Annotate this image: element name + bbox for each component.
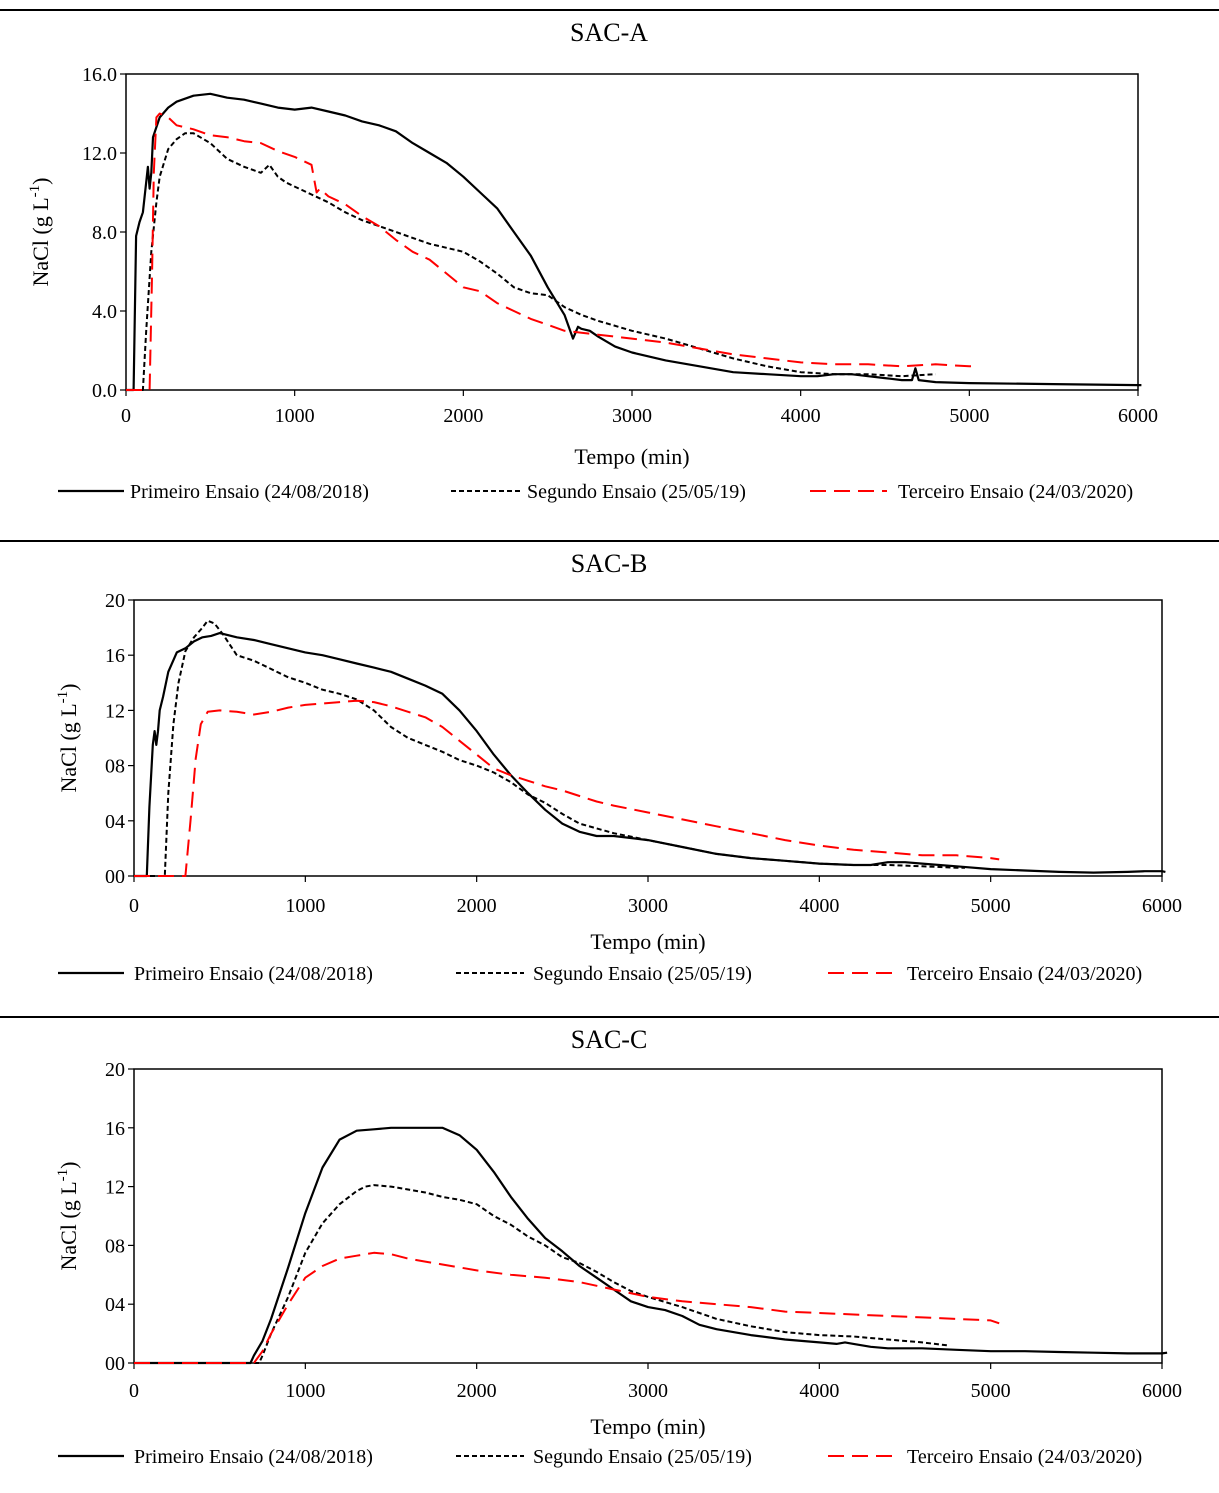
x-tick-label: 1000	[285, 895, 325, 917]
y-tick-label: 16.0	[82, 64, 117, 86]
plot-frame	[133, 1068, 1163, 1364]
y-axis-label: NaCl (g L-1)	[55, 683, 81, 792]
series-line-1	[126, 92, 1142, 392]
chart-svg: SAC-C 00 04 08 12 16 20 0 1000 2000 3000 4000 5000 60…	[55, 1025, 1182, 1468]
y-tick-label: 12	[105, 700, 125, 722]
x-tick-label: 4000	[781, 405, 821, 427]
chart-title: SAC-C	[571, 1025, 648, 1054]
y-tick-label: 04	[105, 1294, 125, 1316]
chart-title: SAC-B	[571, 549, 648, 578]
x-axis-label: Tempo (min)	[590, 1414, 705, 1439]
y-axis-label-main: NaCl (g L	[28, 197, 53, 286]
x-tick-label: 5000	[949, 405, 989, 427]
x-tick-label: 5000	[971, 895, 1011, 917]
y-axis-label: NaCl (g L-1)	[27, 177, 53, 286]
x-tick-label: 6000	[1142, 1380, 1182, 1402]
series-line-3	[126, 112, 978, 391]
middle-rule-1	[0, 540, 1219, 542]
middle-rule-2	[0, 1016, 1219, 1018]
legend-label-2: Segundo Ensaio (25/05/19)	[533, 963, 752, 985]
legend-label-2: Segundo Ensaio (25/05/19)	[533, 1446, 752, 1468]
y-tick-label: 08	[105, 756, 125, 778]
top-rule	[0, 9, 1219, 11]
x-tick-label: 2000	[457, 895, 497, 917]
legend-label-3: Terceiro Ensaio (24/03/2020)	[907, 963, 1142, 985]
y-tick-label: 00	[105, 866, 125, 888]
chart-panel-sac-b: SAC-B 00 04 08 12 16 20 0 1000 2000 3000 4000 5000 60…	[0, 542, 1219, 1015]
y-tick-label: 00	[105, 1353, 125, 1375]
plot-frame	[133, 599, 1163, 877]
y-axis-label-superscript: -1	[55, 691, 71, 704]
y-tick-label: 08	[105, 1235, 125, 1257]
legend-label-3: Terceiro Ensaio (24/03/2020)	[898, 481, 1133, 503]
legend-label-1: Primeiro Ensaio (24/08/2018)	[130, 481, 369, 503]
x-tick-label: 2000	[443, 405, 483, 427]
series-line-2	[134, 619, 965, 877]
x-tick-label: 1000	[275, 405, 315, 427]
y-tick-label: 8.0	[92, 222, 117, 244]
series-line-2	[134, 1184, 948, 1364]
y-tick-label: 12	[105, 1177, 125, 1199]
x-tick-label: 4000	[799, 1380, 839, 1402]
x-tick-label: 5000	[971, 1380, 1011, 1402]
y-axis-label: NaCl (g L-1)	[55, 1161, 81, 1270]
y-axis-label-main: NaCl (g L	[56, 703, 81, 792]
y-axis-label-superscript: -1	[27, 185, 43, 198]
x-tick-label: 3000	[612, 405, 652, 427]
chart-panel-sac-c: SAC-C 00 04 08 12 16 20 0 1000 2000 3000 4000 5000 60…	[0, 1018, 1219, 1488]
x-tick-label: 3000	[628, 895, 668, 917]
plot-frame	[125, 73, 1139, 391]
y-axis-label-superscript: -1	[55, 1169, 71, 1182]
chart-panel-sac-a: SAC-A 0.0 4.0 8.0 12.0 16.0 0 1000 2000 3000 4000 5…	[0, 11, 1219, 539]
series-line-3	[134, 1251, 1000, 1364]
series-line-1	[134, 631, 1166, 878]
series-line-2	[126, 132, 936, 391]
y-tick-label: 0.0	[92, 380, 117, 402]
y-axis-label-main: NaCl (g L	[56, 1181, 81, 1270]
y-tick-label: 20	[105, 590, 125, 612]
x-tick-label: 3000	[628, 1380, 668, 1402]
x-axis-label: Tempo (min)	[590, 929, 705, 954]
chart-svg: SAC-B 00 04 08 12 16 20 0 1000 2000 3000 4000 5000 60…	[55, 549, 1182, 985]
series-line-3	[134, 699, 1000, 877]
y-tick-label: 20	[105, 1059, 125, 1081]
y-tick-label: 12.0	[82, 143, 117, 165]
legend-label-1: Primeiro Ensaio (24/08/2018)	[134, 963, 373, 985]
y-axis-label-close: )	[56, 683, 81, 690]
y-tick-label: 4.0	[92, 301, 117, 323]
x-tick-label: 4000	[799, 895, 839, 917]
legend-label-3: Terceiro Ensaio (24/03/2020)	[907, 1446, 1142, 1468]
x-tick-label: 6000	[1142, 895, 1182, 917]
legend-label-2: Segundo Ensaio (25/05/19)	[527, 481, 746, 503]
x-axis-label: Tempo (min)	[574, 444, 689, 469]
x-tick-label: 0	[129, 895, 139, 917]
legend-label-1: Primeiro Ensaio (24/08/2018)	[134, 1446, 373, 1468]
x-tick-label: 0	[121, 405, 131, 427]
x-tick-label: 2000	[457, 1380, 497, 1402]
x-tick-label: 1000	[285, 1380, 325, 1402]
y-tick-label: 16	[105, 1118, 125, 1140]
y-axis-label-close: )	[28, 177, 53, 184]
y-tick-label: 04	[105, 811, 125, 833]
y-axis-label-close: )	[56, 1161, 81, 1168]
y-tick-label: 16	[105, 645, 125, 667]
chart-svg: SAC-A 0.0 4.0 8.0 12.0 16.0 0 1000 2000 3000 4000 5…	[27, 18, 1158, 503]
chart-title: SAC-A	[570, 18, 648, 47]
series-line-1	[134, 1126, 1168, 1365]
x-tick-label: 0	[129, 1380, 139, 1402]
x-tick-label: 6000	[1118, 405, 1158, 427]
